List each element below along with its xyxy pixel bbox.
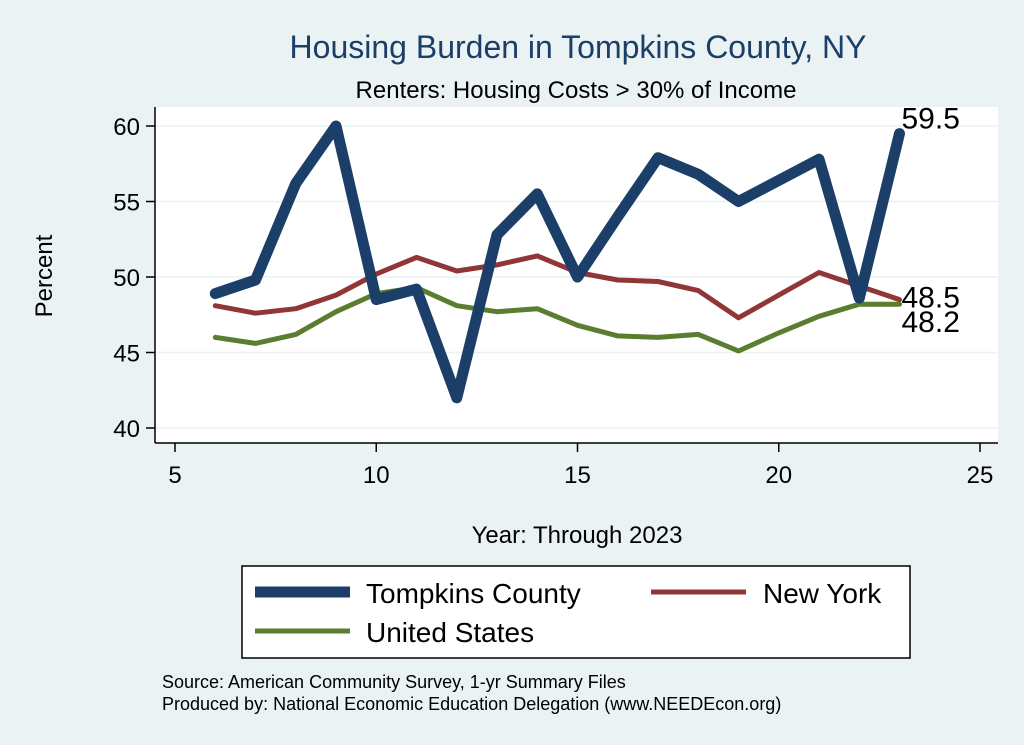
y-axis-title: Percent — [31, 234, 58, 317]
x-tick-label: 15 — [564, 462, 591, 489]
legend-box — [241, 565, 911, 659]
series-lines — [209, 120, 905, 404]
legend: Tompkins County New York United States — [241, 565, 911, 659]
end-labels: 59.5 48.548.2 — [902, 103, 960, 340]
end-label-united-states: 48.2 — [902, 306, 960, 339]
axis-ticks: 40 45 50 55 60 5 10 15 20 25 — [113, 114, 993, 489]
source-note: Source: American Community Survey, 1-yr … — [162, 672, 626, 692]
x-tick-label: 10 — [363, 462, 390, 489]
y-tick-label: 50 — [113, 265, 140, 292]
y-tick-label: 40 — [113, 416, 140, 443]
legend-label-united-states: United States — [366, 617, 534, 648]
chart-subtitle: Renters: Housing Costs > 30% of Income — [356, 77, 797, 104]
y-tick-label: 55 — [113, 190, 140, 217]
chart-title: Housing Burden in Tompkins County, NY — [290, 29, 867, 65]
produced-by-note: Produced by: National Economic Education… — [162, 694, 781, 714]
y-tick-label: 60 — [113, 114, 140, 141]
legend-label-tompkins-county: Tompkins County — [366, 578, 581, 609]
y-tick-label: 45 — [113, 341, 140, 368]
x-tick-label: 5 — [168, 462, 181, 489]
series-line-united-states — [212, 285, 902, 354]
end-label-tompkins-county: 59.5 — [902, 103, 960, 136]
end-label-new-york: 48.5 — [902, 282, 960, 315]
x-axis-title: Year: Through 2023 — [472, 522, 683, 549]
legend-label-new-york: New York — [763, 578, 882, 609]
x-tick-label: 25 — [967, 462, 994, 489]
series-line-new-york — [212, 253, 902, 321]
x-tick-label: 20 — [765, 462, 792, 489]
series-line-tompkins-county — [209, 120, 905, 404]
